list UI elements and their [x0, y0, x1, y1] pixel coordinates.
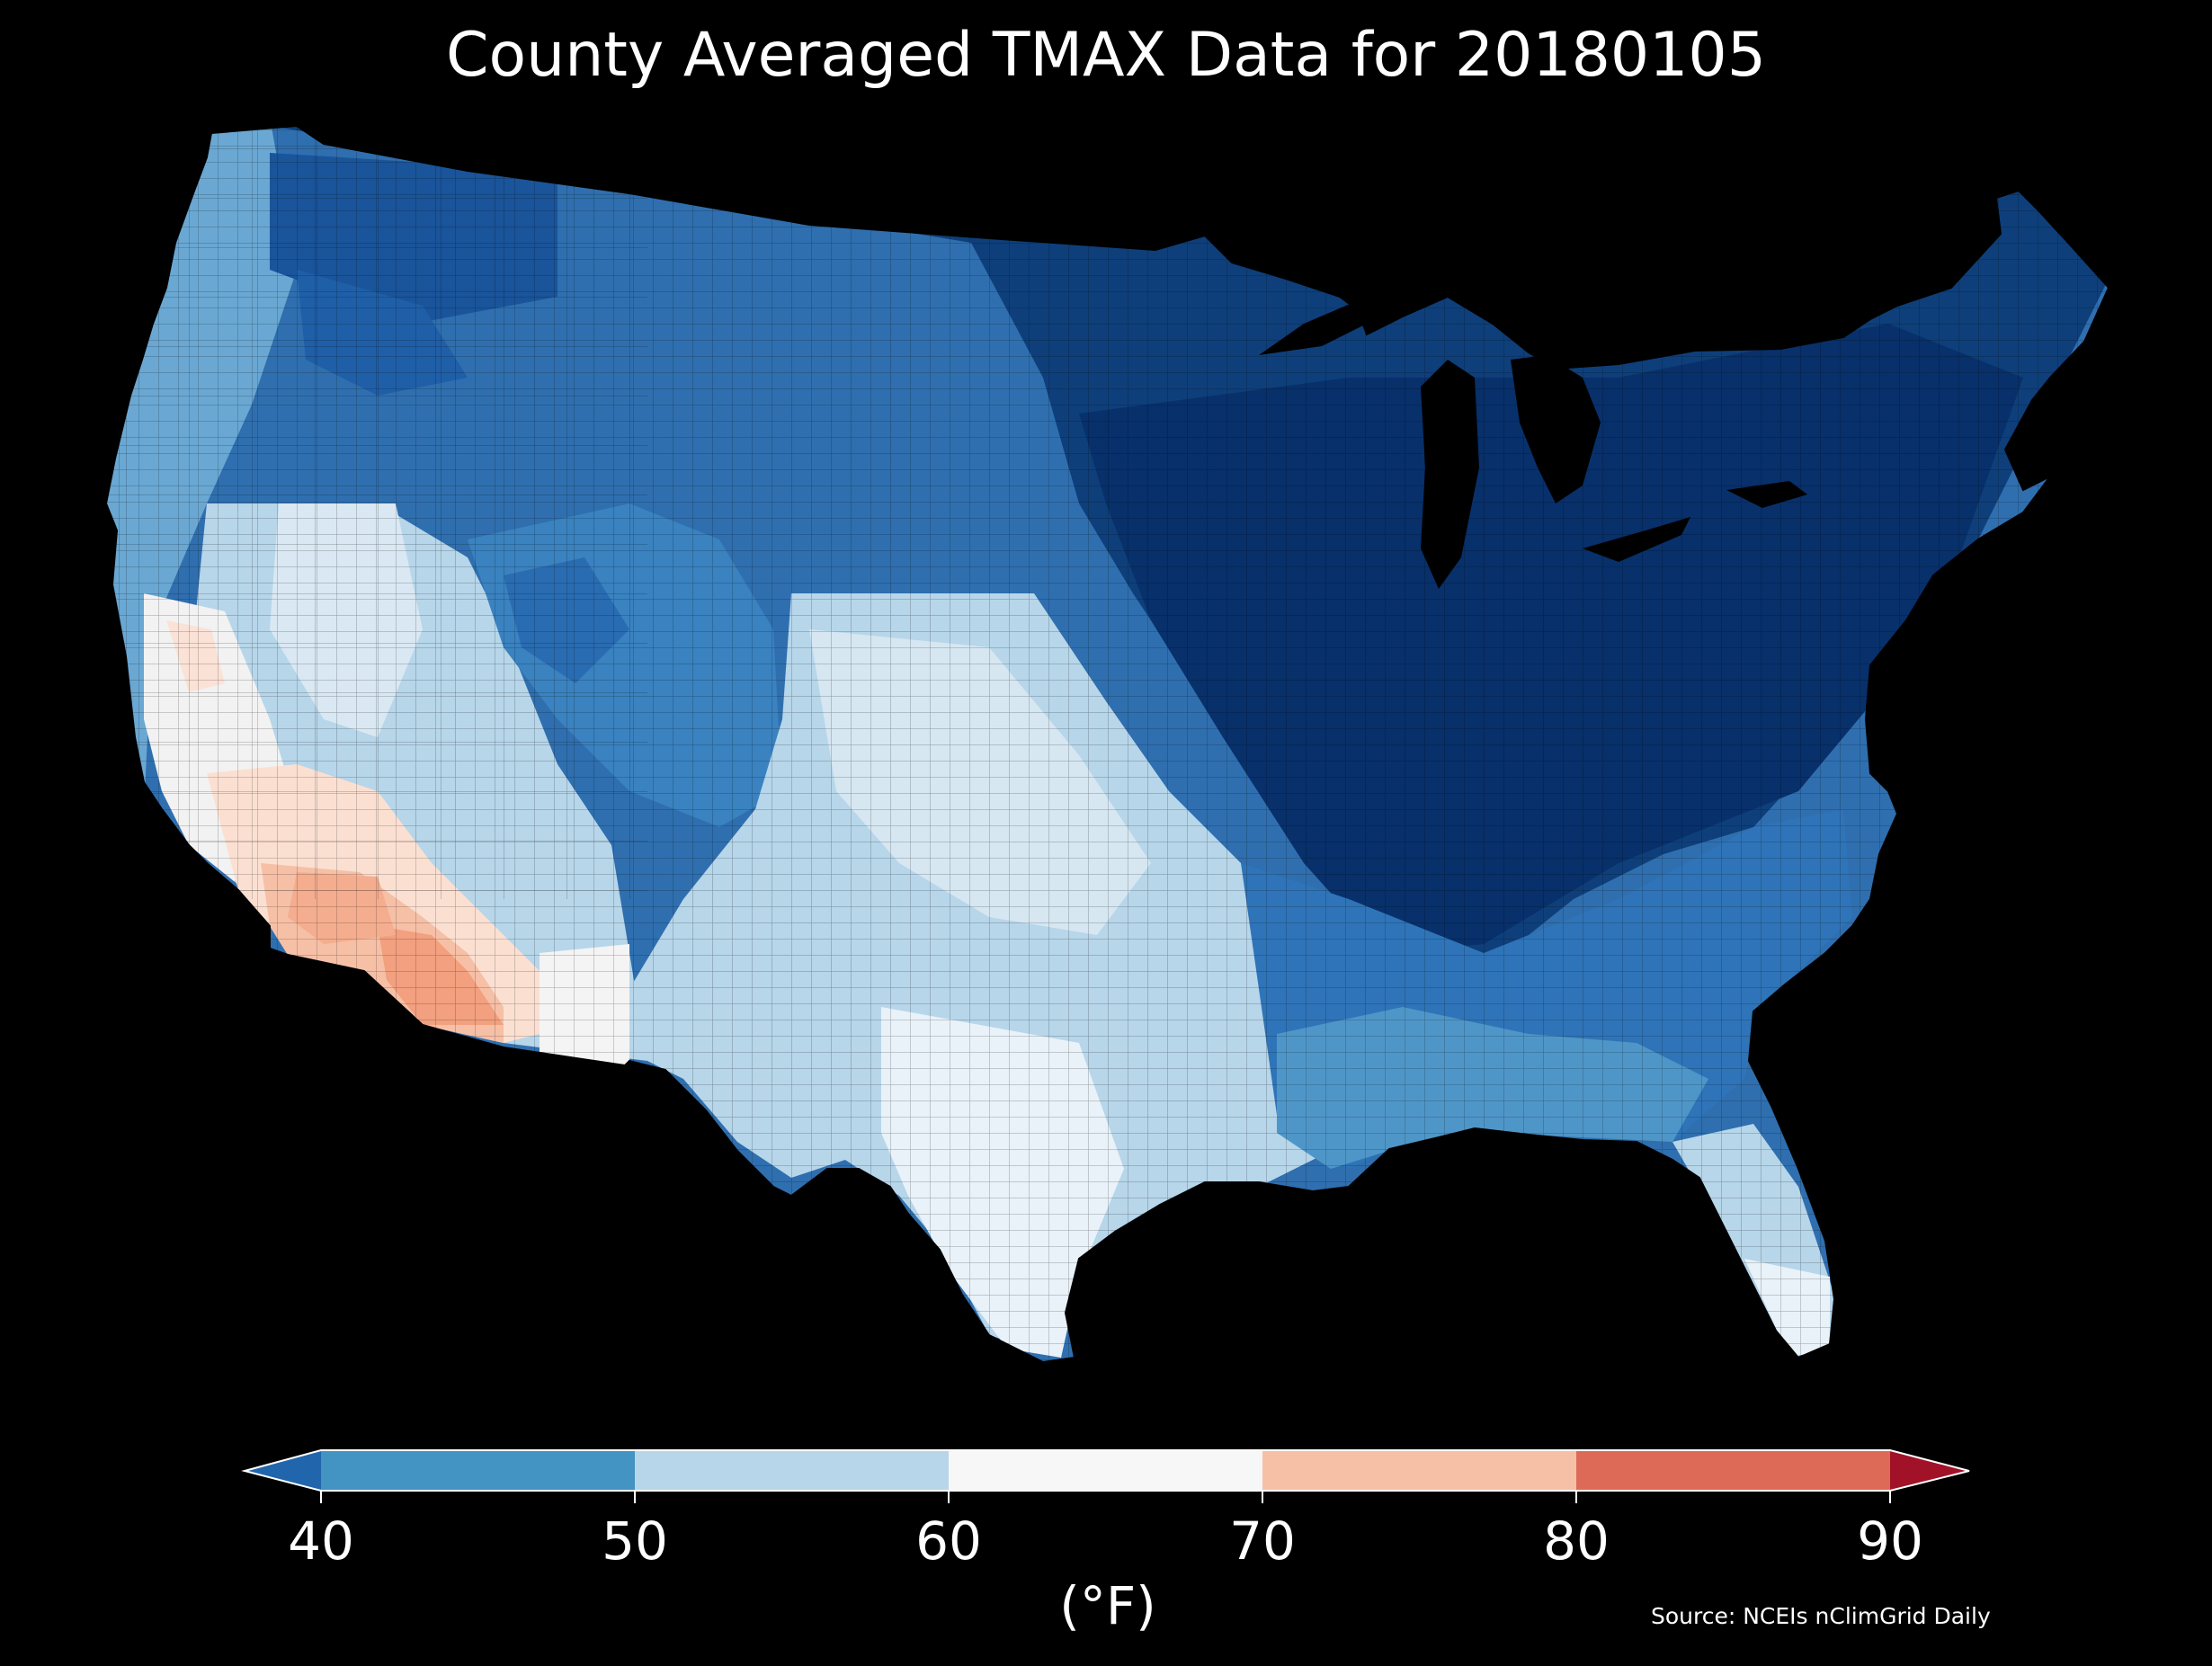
colorbar-bin-50-60	[635, 1450, 949, 1491]
colorbar-over-arrow	[1890, 1450, 1969, 1491]
colorbar-tick-80: 80	[1543, 1510, 1610, 1572]
great-lake-superior	[1259, 288, 1403, 355]
source-credit: Source: NCEIs nClimGrid Daily	[1651, 1603, 1991, 1629]
great-lake-erie	[1583, 517, 1690, 562]
great-lake-ontario	[1726, 481, 1807, 508]
colorbar-bin-60-70	[949, 1450, 1262, 1491]
colorbar-tick-60: 60	[915, 1510, 982, 1572]
colorbar-bin-80-90	[1576, 1450, 1890, 1491]
great-lake-michigan	[1421, 360, 1479, 589]
colorbar-tick-90: 90	[1857, 1510, 1923, 1572]
great-lake-huron	[1511, 355, 1601, 503]
colorbar-tick-50: 50	[602, 1510, 668, 1572]
colorbar-tick-40: 40	[288, 1510, 354, 1572]
colorbar-bin-70-80	[1262, 1450, 1576, 1491]
colorbar-under-arrow	[245, 1450, 321, 1491]
colorbar-bin-40-50	[321, 1450, 635, 1491]
map-title: County Averaged TMAX Data for 20180105	[446, 20, 1766, 91]
colorbar-tick-70: 70	[1229, 1510, 1296, 1572]
colorbar-unit-label: (°F)	[1059, 1575, 1156, 1636]
